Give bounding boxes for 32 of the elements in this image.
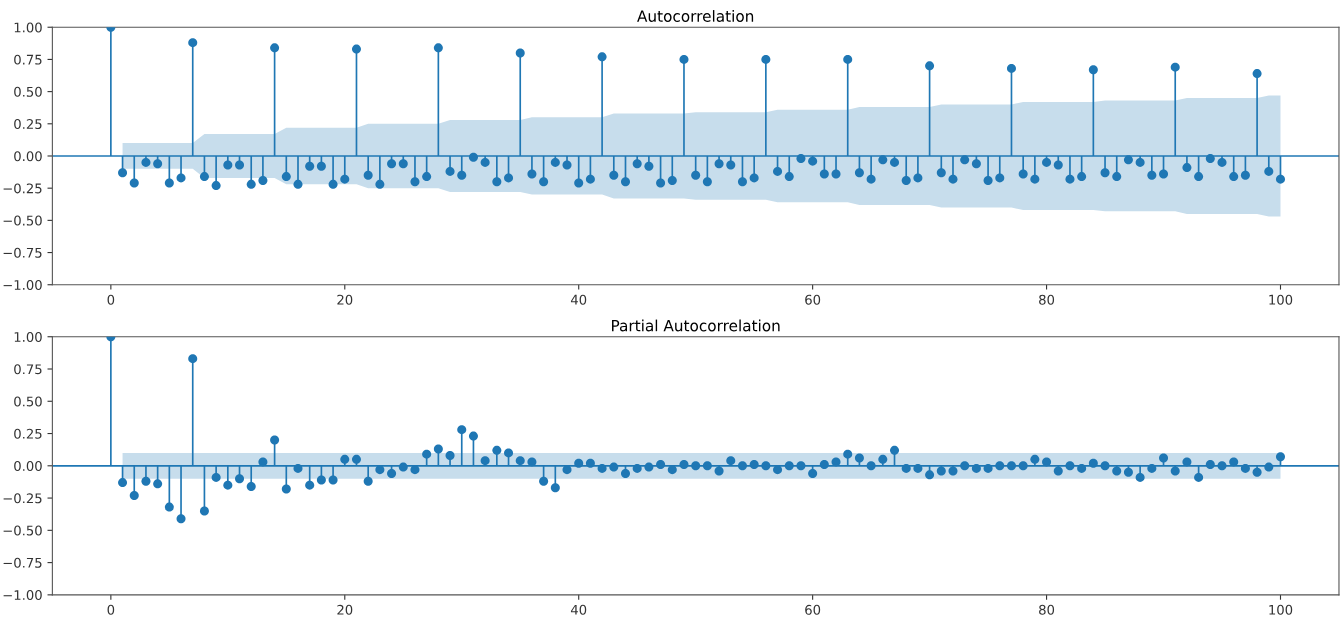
y-tick-label: 0.75 <box>14 54 42 65</box>
x-tick-label: 0 <box>107 294 115 305</box>
y-tick-label: −0.75 <box>3 557 42 568</box>
y-tick-label: −1.00 <box>3 590 42 601</box>
y-tick-label: −0.25 <box>3 493 42 504</box>
y-tick-label: 0.25 <box>14 119 42 129</box>
y-tick-label: −0.25 <box>3 183 42 194</box>
x-tick-label: 80 <box>1039 294 1055 305</box>
chart-title: Autocorrelation <box>637 10 754 22</box>
y-tick-label: 0.25 <box>14 428 42 439</box>
x-tick-label: 20 <box>337 604 353 615</box>
y-tick-label: −1.00 <box>3 279 42 290</box>
x-tick-label: 40 <box>570 604 587 615</box>
y-tick-label: 0.00 <box>14 151 42 162</box>
y-tick-label: −0.50 <box>3 525 42 536</box>
y-tick-label: −0.75 <box>3 247 42 258</box>
y-tick-label: −0.50 <box>3 215 42 226</box>
y-tick-label: 0.50 <box>14 396 42 407</box>
x-tick-label: 100 <box>1269 604 1293 615</box>
x-tick-label: 20 <box>337 294 353 305</box>
x-tick-label: 0 <box>107 604 115 615</box>
y-tick-label: 0.00 <box>14 461 42 471</box>
y-tick-label: 0.50 <box>14 86 42 97</box>
x-tick-label: 80 <box>1039 604 1055 615</box>
y-tick-label: 1.00 <box>14 22 42 33</box>
x-tick-label: 60 <box>805 604 821 615</box>
x-tick-label: 40 <box>570 294 587 305</box>
y-tick-label: 1.00 <box>14 331 42 342</box>
x-tick-label: 60 <box>805 294 821 305</box>
chart-title: Partial Autocorrelation <box>612 319 780 332</box>
y-tick-label: 0.75 <box>14 364 42 375</box>
x-tick-label: 100 <box>1269 294 1293 305</box>
